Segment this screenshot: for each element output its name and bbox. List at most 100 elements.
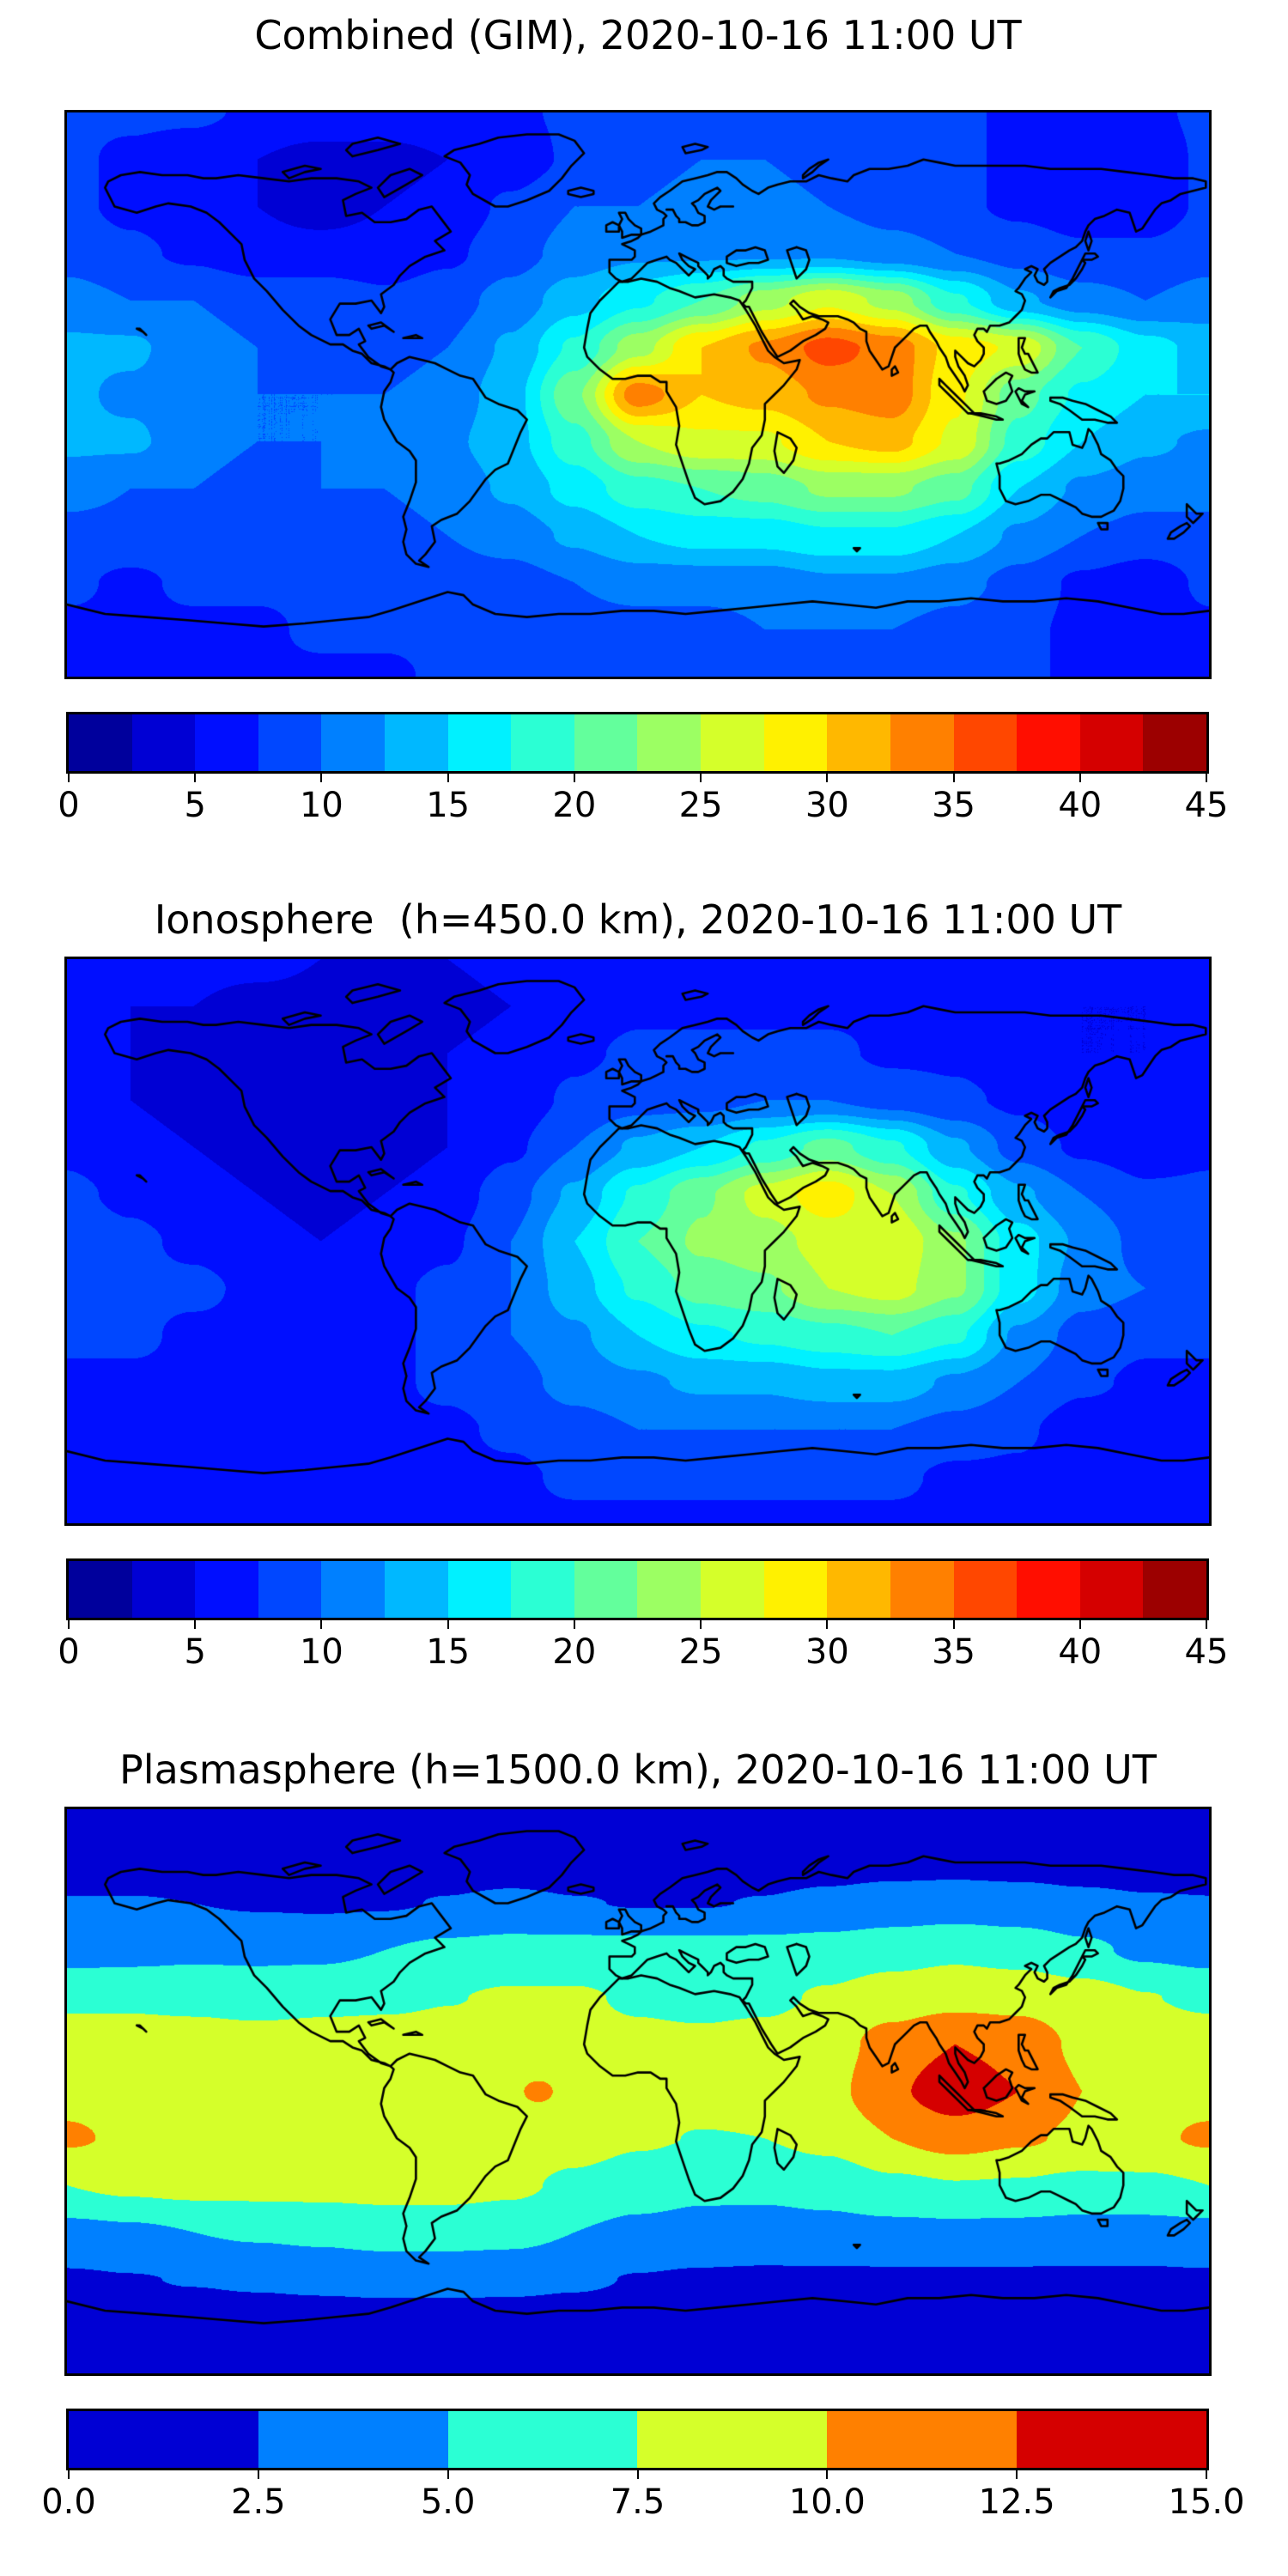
colorbar-segment xyxy=(574,714,638,771)
colorbar-tick-label: 0.0 xyxy=(41,2482,96,2522)
colorbar-tick-label: 5.0 xyxy=(420,2482,476,2522)
colorbar-segment xyxy=(69,2411,258,2468)
colorbar-ionosphere xyxy=(66,1558,1209,1620)
colorbar-tick-label: 5 xyxy=(184,786,206,825)
colorbar-segment xyxy=(574,1561,638,1618)
colorbar-tick-label: 20 xyxy=(552,786,597,825)
colorbar-tick-label: 0 xyxy=(58,1632,80,1672)
colorbar-tick xyxy=(1206,771,1207,782)
colorbar-tick-label: 25 xyxy=(678,1632,723,1672)
colorbar-tick-label: 40 xyxy=(1058,786,1103,825)
colorbar-segment xyxy=(131,714,196,771)
colorbar-tick-label: 25 xyxy=(678,786,723,825)
colorbar-tick xyxy=(826,2468,829,2479)
colorbar-tick-label: 2.5 xyxy=(231,2482,286,2522)
colorbar-tick xyxy=(573,771,575,782)
colorbar-tick xyxy=(826,771,829,782)
colorbar-segment xyxy=(890,1561,954,1618)
colorbar-segment xyxy=(1017,714,1080,771)
colorbar-segment xyxy=(1143,1561,1206,1618)
colorbar-segment xyxy=(258,2411,448,2468)
colorbar-tick-label: 35 xyxy=(932,1632,975,1672)
colorbar-segment xyxy=(258,1561,322,1618)
colorbar-segment xyxy=(447,714,512,771)
colorbar-segment xyxy=(637,1561,702,1618)
panel-title-ionosphere: Ionosphere (h=450.0 km), 2020-10-16 11:0… xyxy=(154,896,1122,943)
colorbar-ticks-ionosphere xyxy=(68,1618,1207,1630)
colorbar-tick xyxy=(700,771,702,782)
colorbar-tick xyxy=(68,1618,70,1629)
colorbar-tick xyxy=(1206,1618,1207,1629)
colorbar-segment xyxy=(827,714,890,771)
colorbar-segment xyxy=(827,2411,1018,2468)
colorbar-segment xyxy=(385,714,448,771)
map-frame-ionosphere xyxy=(64,957,1212,1526)
colorbar-segment xyxy=(321,714,386,771)
colorbar-tick xyxy=(700,1618,702,1629)
colorbar-tick xyxy=(68,2468,70,2479)
colorbar-tick-label: 7.5 xyxy=(610,2482,665,2522)
colorbar-tick-label: 15 xyxy=(426,1632,471,1672)
colorbar-tick-label: 5 xyxy=(184,1632,206,1672)
colorbar-segment xyxy=(1143,714,1206,771)
colorbar-tick-label: 0 xyxy=(58,786,80,825)
colorbar-tick xyxy=(573,1618,575,1629)
colorbar-segment xyxy=(447,2411,638,2468)
colorbar-tick-label: 40 xyxy=(1058,1632,1103,1672)
colorbar-segment xyxy=(763,1561,828,1618)
colorbar-tick-label: 45 xyxy=(1184,786,1229,825)
panel-title-plasmasphere: Plasmasphere (h=1500.0 km), 2020-10-16 1… xyxy=(119,1747,1157,1793)
colorbar-tick-label: 10.0 xyxy=(788,2482,866,2522)
colorbar-tick xyxy=(447,1618,449,1629)
colorbar-segment xyxy=(258,714,322,771)
colorbar-tick xyxy=(952,771,955,782)
colorbar-segment xyxy=(131,1561,196,1618)
colorbar-segment xyxy=(637,2411,828,2468)
colorbar-segment xyxy=(827,1561,890,1618)
colorbar-tick-label: 35 xyxy=(932,786,975,825)
colorbar-segment xyxy=(69,714,132,771)
colorbar-tick xyxy=(826,1618,829,1629)
colorbar-segment xyxy=(447,1561,512,1618)
colorbar-tick-label: 10 xyxy=(299,1632,343,1672)
colorbar-tick-label: 30 xyxy=(805,1632,849,1672)
colorbar-segment xyxy=(1079,1561,1144,1618)
colorbar-segment xyxy=(637,714,702,771)
world-map-canvas-ionosphere xyxy=(67,959,1209,1523)
colorbar-tick xyxy=(1078,771,1081,782)
colorbar-segment xyxy=(890,714,954,771)
colorbar-labels-combined: 0 5 10 15 20 25 30 35 40 45 xyxy=(58,786,1228,829)
colorbar-ticks-plasmasphere xyxy=(68,2468,1207,2480)
colorbar-segment xyxy=(701,1561,764,1618)
panel-title-combined: Combined (GIM), 2020-10-16 11:00 UT xyxy=(254,12,1022,58)
map-frame-plasmasphere xyxy=(64,1807,1212,2376)
colorbar-segment xyxy=(1079,714,1144,771)
colorbar-tick xyxy=(952,1618,955,1629)
colorbar-tick-label: 12.5 xyxy=(978,2482,1055,2522)
map-frame-combined xyxy=(64,110,1212,679)
colorbar-segment xyxy=(953,714,1018,771)
colorbar-tick xyxy=(636,2468,639,2479)
colorbar-segment xyxy=(701,714,764,771)
colorbar-segment xyxy=(511,714,574,771)
colorbar-tick xyxy=(257,2468,259,2479)
colorbar-tick-label: 45 xyxy=(1184,1632,1229,1672)
world-map-canvas-plasmasphere xyxy=(67,1809,1209,2373)
colorbar-labels-ionosphere: 0 5 10 15 20 25 30 35 40 45 xyxy=(58,1632,1228,1675)
colorbar-tick-label: 15 xyxy=(426,786,471,825)
colorbar-tick-label: 20 xyxy=(552,1632,597,1672)
colorbar-tick xyxy=(194,1618,197,1629)
colorbar-plasmasphere xyxy=(66,2409,1209,2470)
colorbar-segment xyxy=(953,1561,1018,1618)
colorbar-tick xyxy=(68,771,70,782)
colorbar-segment xyxy=(385,1561,448,1618)
colorbar-tick xyxy=(194,771,197,782)
colorbar-tick-label: 10 xyxy=(299,786,343,825)
colorbar-segment xyxy=(763,714,828,771)
colorbar-segment xyxy=(195,714,258,771)
colorbar-tick xyxy=(1206,2468,1207,2479)
colorbar-tick xyxy=(1078,1618,1081,1629)
colorbar-tick-label: 30 xyxy=(805,786,849,825)
colorbar-ticks-combined xyxy=(68,771,1207,783)
